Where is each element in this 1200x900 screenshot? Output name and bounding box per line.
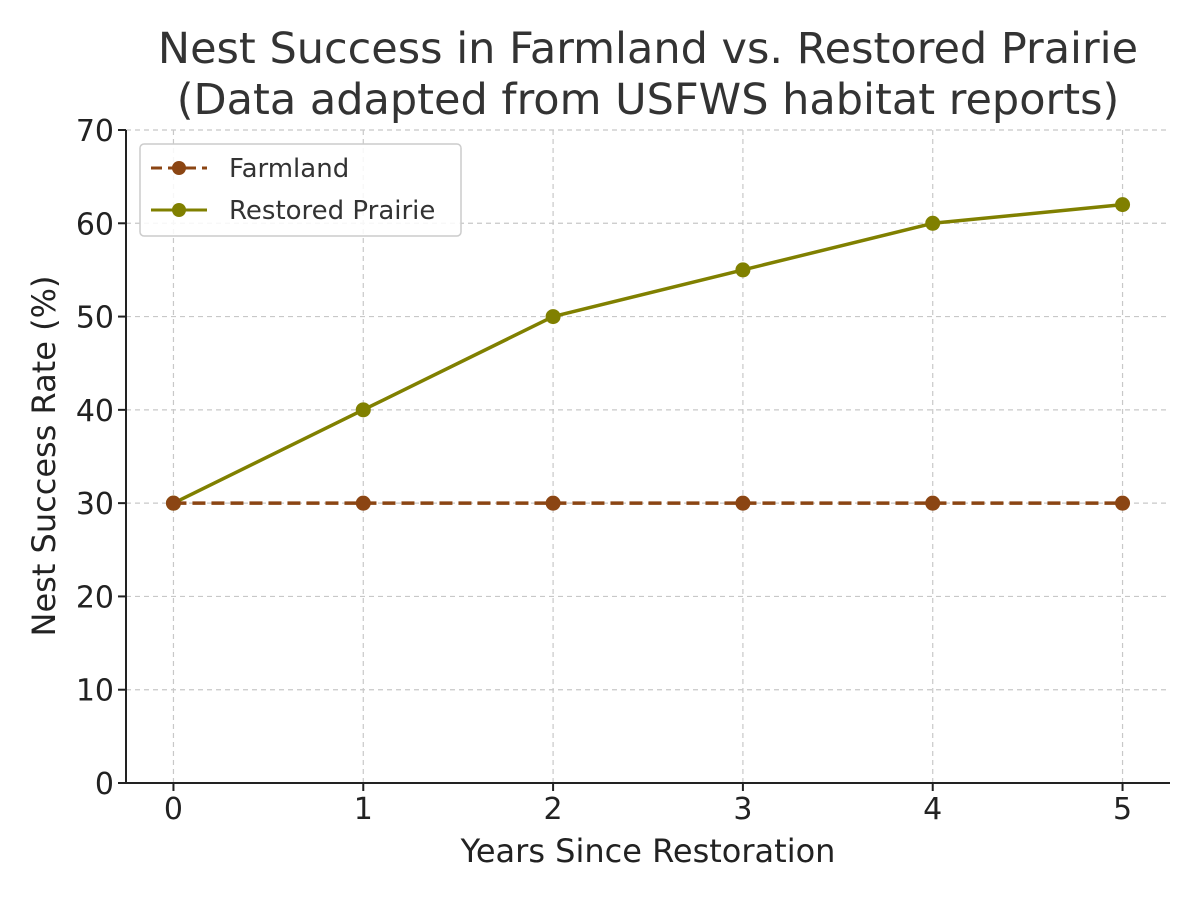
y-tick-label: 70: [76, 114, 114, 149]
x-tick-label: 1: [354, 792, 373, 827]
x-axis-label: Years Since Restoration: [460, 832, 836, 870]
series-line-restored-prairie: [172, 202, 1123, 505]
legend-label-restored-prairie: Restored Prairie: [229, 196, 435, 226]
y-tick-labels: 0 10 20 30 40 50 60 70: [76, 114, 114, 802]
y-tick-label: 20: [76, 580, 114, 615]
data-point-restored-prairie: [925, 215, 941, 231]
data-point-farmland: [355, 495, 371, 511]
legend-box: [139, 143, 462, 237]
y-tick-label: 10: [76, 674, 114, 709]
y-axis-label: Nest Success Rate (%): [25, 276, 63, 637]
x-tick-label: 0: [164, 792, 183, 827]
chart-subtitle: (Data adapted from USFWS habitat reports…: [177, 75, 1120, 125]
axes: [118, 129, 1170, 791]
data-point-farmland: [925, 495, 941, 511]
x-tick-labels: 0 1 2 3 4 5: [164, 792, 1132, 827]
x-tick-label: 4: [923, 792, 942, 827]
legend-marker-restored-prairie: [172, 203, 186, 217]
data-point-restored-prairie: [355, 402, 371, 418]
x-tick-label: 3: [733, 792, 752, 827]
y-tick-label: 50: [76, 301, 114, 336]
y-tick-label: 0: [95, 767, 114, 802]
data-point-farmland: [735, 495, 751, 511]
data-point-farmland: [165, 495, 181, 511]
series-markers: [165, 197, 1131, 511]
data-point-farmland: [545, 495, 561, 511]
data-point-restored-prairie: [735, 262, 751, 278]
x-tick-label: 5: [1113, 792, 1132, 827]
data-point-farmland: [1115, 495, 1131, 511]
legend: Farmland Restored Prairie: [139, 143, 462, 237]
y-tick-label: 60: [76, 207, 114, 242]
x-tick-label: 2: [544, 792, 563, 827]
legend-marker-farmland: [172, 161, 186, 175]
series-lines: [172, 202, 1123, 505]
y-tick-label: 30: [76, 487, 114, 522]
data-point-restored-prairie: [545, 309, 561, 325]
legend-label-farmland: Farmland: [229, 154, 349, 184]
y-tick-label: 40: [76, 394, 114, 429]
data-point-restored-prairie: [1115, 197, 1131, 213]
chart-title: Nest Success in Farmland vs. Restored Pr…: [158, 24, 1138, 74]
